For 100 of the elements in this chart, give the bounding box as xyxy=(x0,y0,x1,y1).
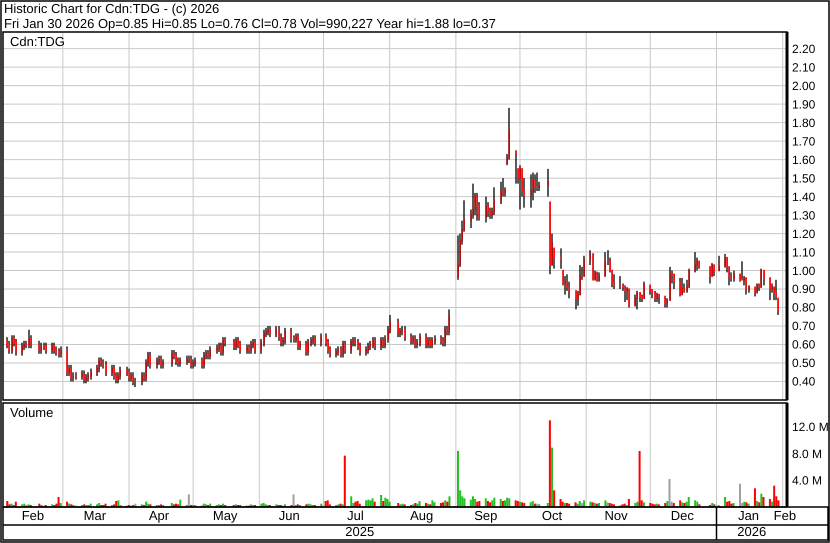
bar xyxy=(604,500,606,507)
candlestick xyxy=(414,334,416,349)
candlestick xyxy=(248,344,250,354)
bar xyxy=(583,500,586,507)
candlestick xyxy=(335,348,337,358)
y-tick-label: 1.40 xyxy=(792,190,816,204)
candlestick xyxy=(87,372,89,382)
bar xyxy=(773,486,776,507)
candlestick xyxy=(130,372,132,382)
bar xyxy=(493,498,496,507)
candlestick xyxy=(314,334,316,348)
candlestick xyxy=(156,356,158,370)
candlestick xyxy=(344,340,346,354)
candlestick xyxy=(194,356,196,368)
candlestick xyxy=(431,336,433,349)
candlestick xyxy=(207,349,209,360)
candlestick xyxy=(594,270,596,281)
candlestick xyxy=(429,336,431,349)
chart-subtitle: Fri Jan 30 2026 Op=0.85 Hi=0.85 Lo=0.76 Cl=0.78 Vol=990,227 Year hi=1.88 lo=0.37 xyxy=(4,16,496,31)
candlestick xyxy=(75,372,77,380)
candlestick xyxy=(218,342,220,353)
bar xyxy=(762,497,764,507)
candlestick xyxy=(613,274,615,290)
candlestick xyxy=(581,266,583,280)
candlestick xyxy=(604,251,606,277)
candlestick xyxy=(66,346,68,377)
candlestick xyxy=(25,340,27,349)
candlestick xyxy=(43,342,45,351)
candlestick xyxy=(28,329,30,349)
candlestick xyxy=(267,325,269,336)
bar xyxy=(688,497,690,507)
y-tick-label: 0.40 xyxy=(792,374,816,389)
bar xyxy=(365,500,368,507)
bar xyxy=(476,502,478,507)
candlestick xyxy=(222,336,224,356)
candlestick xyxy=(401,325,403,336)
candlestick xyxy=(38,340,40,354)
candlestick xyxy=(382,336,384,349)
candlestick xyxy=(233,338,235,351)
x-tick-label: Jul xyxy=(347,508,364,523)
candlestick xyxy=(656,292,658,303)
bar xyxy=(388,502,391,507)
candlestick xyxy=(8,340,10,354)
candlestick xyxy=(515,150,517,184)
candlestick xyxy=(307,338,309,356)
candlestick xyxy=(250,340,252,354)
candlestick xyxy=(359,342,361,356)
bar xyxy=(380,495,382,507)
candlestick xyxy=(275,325,277,338)
x-tick-label: Feb xyxy=(22,508,44,523)
candlestick xyxy=(367,342,369,354)
candlestick xyxy=(160,354,162,370)
candlestick xyxy=(141,372,143,386)
bar xyxy=(292,494,295,507)
bar xyxy=(324,501,327,507)
candlestick xyxy=(709,266,711,284)
candlestick xyxy=(748,284,750,294)
x-tick-label: Oct xyxy=(542,508,563,523)
candlestick xyxy=(711,262,713,277)
y-tick-label: 1.30 xyxy=(792,208,816,222)
y-tick-label: 0.70 xyxy=(792,319,816,334)
bar xyxy=(374,502,376,507)
candlestick xyxy=(312,334,314,346)
candlestick xyxy=(536,172,538,192)
candlestick xyxy=(111,364,113,377)
candlestick xyxy=(419,332,421,348)
y-tick-label: 1.80 xyxy=(792,116,816,130)
bar xyxy=(771,502,774,507)
candlestick xyxy=(128,368,130,382)
candlestick xyxy=(209,346,211,360)
candlestick xyxy=(493,186,495,216)
candlestick xyxy=(186,354,188,366)
candlestick xyxy=(412,334,414,346)
text: 2026 xyxy=(737,524,766,539)
x-tick-label: Dec xyxy=(670,508,694,523)
candlestick xyxy=(297,332,299,351)
candlestick xyxy=(21,342,23,356)
candlestick xyxy=(440,334,442,346)
candlestick xyxy=(158,354,160,366)
x-tick-label: Nov xyxy=(604,508,628,523)
y-tick-label: 1.60 xyxy=(792,152,816,167)
y-tick-label: 0.50 xyxy=(792,356,816,370)
candlestick xyxy=(380,336,382,351)
y-tick-label: 1.00 xyxy=(792,264,816,278)
bar xyxy=(474,499,476,507)
candlestick xyxy=(175,351,177,366)
candlestick xyxy=(354,336,356,348)
chart-title: Volume xyxy=(10,405,54,420)
candlestick xyxy=(350,338,352,354)
x-tick-label: Aug xyxy=(410,508,434,523)
candlestick xyxy=(11,334,13,354)
bar xyxy=(560,499,562,507)
candlestick xyxy=(639,292,641,303)
candlestick xyxy=(45,342,47,354)
y-tick-label: 2.10 xyxy=(792,60,816,74)
candlestick xyxy=(530,174,532,208)
y-tick-label: 1.10 xyxy=(792,245,816,260)
bar xyxy=(551,448,554,507)
candlestick xyxy=(679,277,681,298)
candlestick xyxy=(547,168,549,198)
